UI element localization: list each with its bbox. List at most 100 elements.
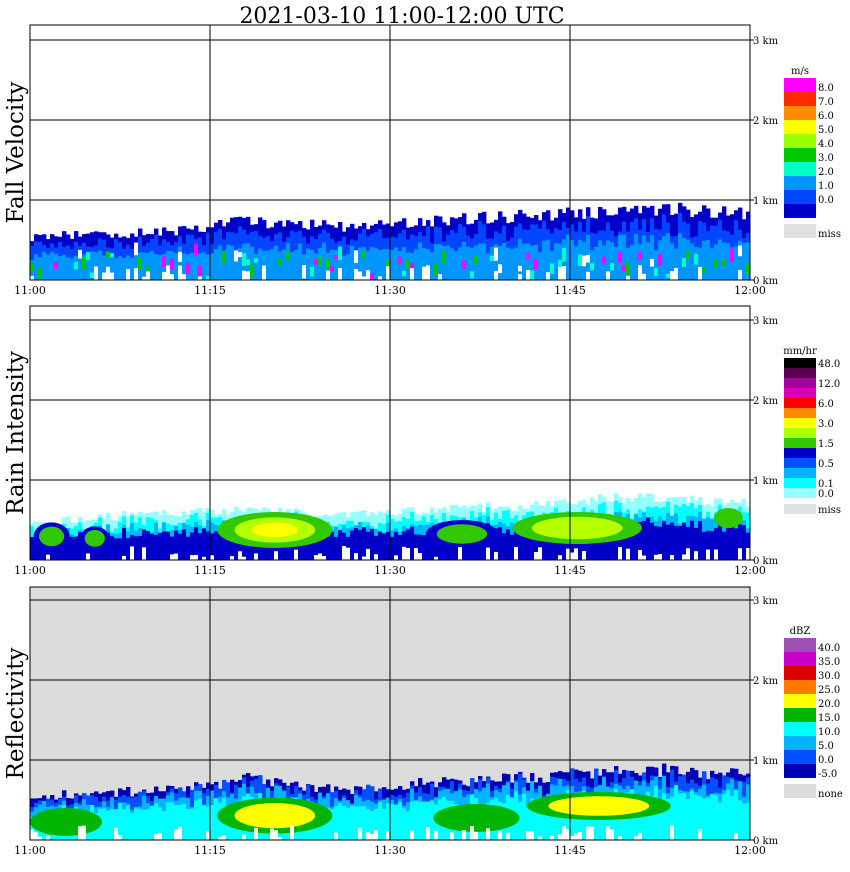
- echo-speckle: [474, 256, 479, 265]
- echo-speckle: [526, 253, 531, 260]
- echo-gap: [174, 829, 178, 840]
- echo-gap: [178, 265, 182, 280]
- echo-gap: [486, 828, 490, 840]
- echo-speckle: [134, 242, 139, 256]
- echo-column: [230, 535, 235, 560]
- echo-gap: [738, 269, 742, 280]
- echo-column: [30, 817, 35, 840]
- echo-column: [670, 243, 675, 280]
- echo-gap: [618, 547, 622, 560]
- echo-gap: [166, 265, 170, 280]
- legend-swatch: [784, 176, 816, 190]
- echo-column: [594, 530, 599, 560]
- echo-gap: [590, 826, 594, 840]
- echo-column: [350, 806, 355, 840]
- echo-column: [370, 247, 375, 280]
- echo-gap: [402, 546, 406, 560]
- echo-column: [742, 803, 747, 840]
- echo-gap: [462, 829, 466, 840]
- echo-column: [194, 250, 199, 280]
- echo-gap: [370, 833, 374, 840]
- echo-column: [518, 238, 523, 280]
- legend-label: 20.0: [818, 699, 840, 710]
- echo-gap: [670, 825, 674, 840]
- echo-speckle: [562, 247, 567, 262]
- echo-speckle: [730, 248, 735, 262]
- echo-column: [306, 535, 311, 560]
- echo-column: [254, 253, 259, 280]
- echo-column: [106, 253, 111, 280]
- echo-column: [342, 255, 347, 280]
- echo-speckle: [110, 253, 115, 258]
- echo-gap: [366, 270, 370, 280]
- legend-swatch: [784, 134, 816, 148]
- echo-gap: [638, 550, 642, 560]
- echo-column: [318, 530, 323, 560]
- echo-column: [658, 526, 663, 560]
- echo-column: [638, 802, 643, 840]
- echo-gap: [414, 548, 418, 560]
- echo-gap: [434, 556, 438, 560]
- echo-column: [614, 246, 619, 280]
- echo-gap: [326, 270, 330, 280]
- echo-column: [362, 527, 367, 560]
- echo-core: [30, 808, 102, 836]
- echo-column: [682, 793, 687, 840]
- echo-core: [84, 530, 105, 547]
- echo-column: [438, 244, 443, 280]
- legend-swatch: [784, 438, 816, 448]
- echo-speckle: [146, 266, 151, 276]
- echo-gap: [246, 271, 250, 280]
- echo-core: [548, 796, 650, 816]
- echo-column: [566, 234, 571, 280]
- echo-gap: [366, 832, 370, 840]
- echo-core: [39, 526, 65, 547]
- echo-column: [290, 251, 295, 280]
- echo-gap: [146, 271, 150, 280]
- echo-column: [302, 534, 307, 560]
- echo-column: [622, 234, 627, 280]
- echo-column: [358, 529, 363, 560]
- echo-gap: [626, 548, 630, 560]
- echo-column: [434, 244, 439, 280]
- echo-column: [698, 521, 703, 560]
- x-tick-label: 11:15: [194, 564, 226, 577]
- echo-column: [406, 811, 411, 840]
- echo-column: [562, 801, 567, 840]
- echo-column: [514, 531, 519, 560]
- echo-speckle: [254, 258, 259, 263]
- legend-swatch: [784, 106, 816, 120]
- echo-column: [174, 805, 179, 840]
- echo-speckle: [74, 261, 79, 270]
- echo-speckle: [622, 265, 627, 271]
- echo-column: [674, 525, 679, 560]
- echo-column: [706, 239, 711, 280]
- echo-column: [594, 246, 599, 280]
- echo-gap: [582, 551, 586, 560]
- x-tick-label: 12:00: [734, 284, 766, 297]
- echo-speckle: [550, 263, 555, 274]
- echo-column: [486, 253, 491, 280]
- echo-column: [258, 248, 263, 280]
- echo-gap: [290, 825, 294, 840]
- echo-column: [82, 536, 87, 560]
- echo-gap: [506, 832, 510, 840]
- echo-speckle: [494, 247, 499, 261]
- echo-column: [202, 528, 207, 560]
- echo-gap: [34, 832, 38, 840]
- echo-column: [182, 803, 187, 840]
- echo-gap: [346, 547, 350, 560]
- legend-swatch: [784, 666, 816, 680]
- echo-column: [142, 529, 147, 560]
- echo-column: [398, 535, 403, 560]
- echo-column: [226, 244, 231, 280]
- echo-column: [482, 243, 487, 280]
- echo-column: [366, 808, 371, 840]
- echo-column: [538, 797, 543, 840]
- panel-rain-intensity: 11:00 11:15 11:30 11:45 12:000 km 1 km 2 km 3 k…: [3, 305, 841, 577]
- panel-reflectivity: 11:00 11:15 11:30 11:45 12:000 km 1 km 2 km 3 k…: [3, 586, 843, 857]
- echo-speckle: [590, 263, 595, 271]
- echo-speckle: [746, 262, 751, 274]
- echo-column: [678, 233, 683, 280]
- echo-gap: [642, 273, 646, 280]
